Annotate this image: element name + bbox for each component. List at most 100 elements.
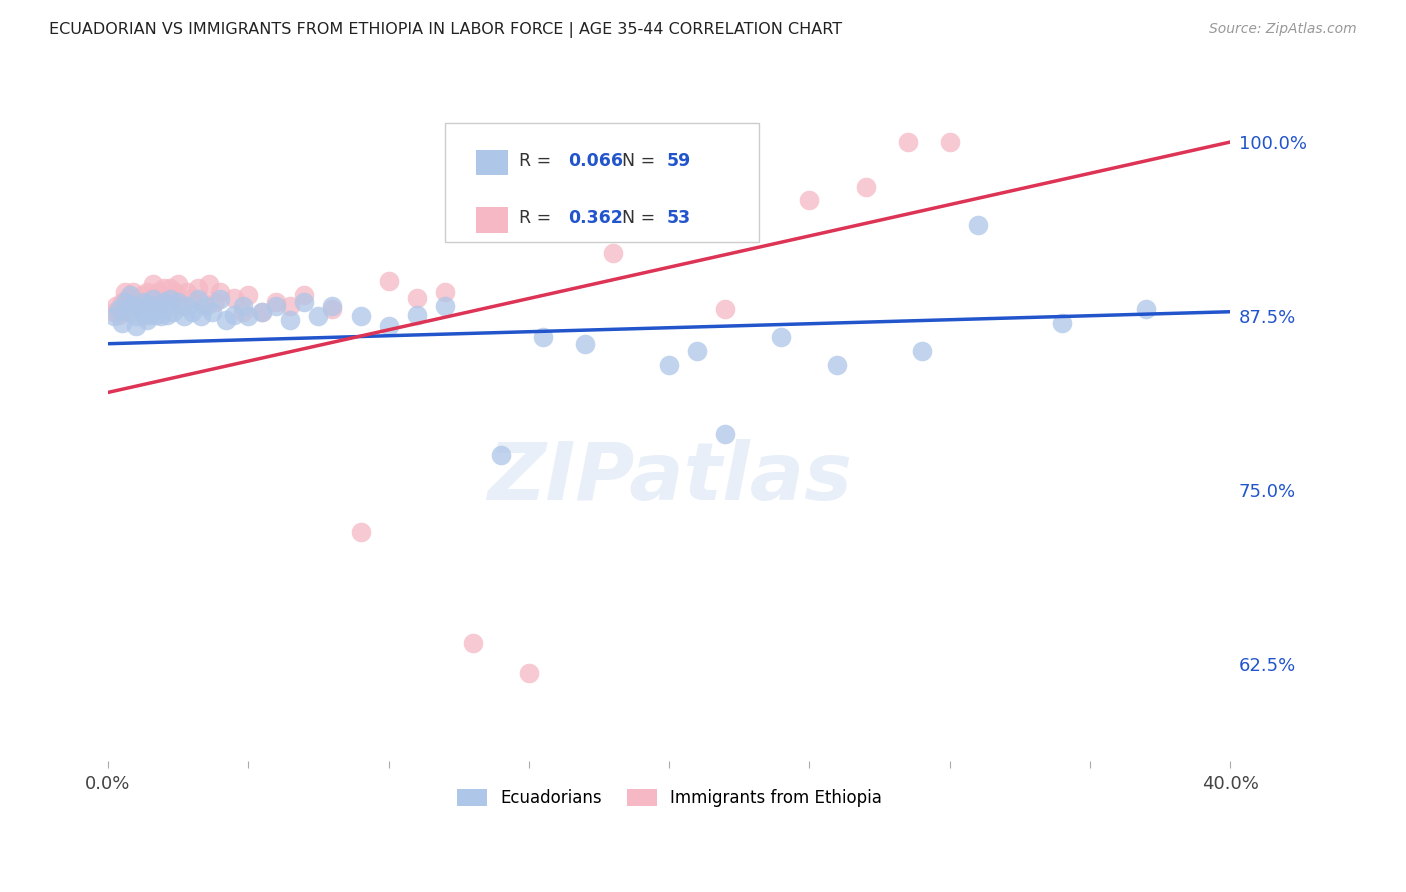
Point [145, 299, 167, 313]
FancyBboxPatch shape [444, 123, 759, 242]
Point [122, 298, 145, 312]
Point [232, 299, 254, 313]
Text: 53: 53 [666, 209, 690, 227]
Text: Source: ZipAtlas.com: Source: ZipAtlas.com [1209, 22, 1357, 37]
Point [209, 285, 232, 300]
Point [153, 281, 176, 295]
Point [349, 309, 371, 323]
Point [111, 316, 134, 330]
Point [114, 295, 136, 310]
Point [855, 179, 877, 194]
Point [128, 299, 150, 313]
Point [224, 291, 246, 305]
Point [103, 304, 125, 318]
Point [238, 288, 260, 302]
Point [156, 299, 179, 313]
Point [405, 291, 427, 305]
Text: 0.362: 0.362 [568, 209, 623, 227]
Point [167, 277, 190, 291]
Text: R =: R = [519, 209, 557, 227]
Point [131, 288, 153, 302]
Text: 0.066: 0.066 [568, 152, 623, 169]
Point [232, 304, 254, 318]
Point [195, 299, 218, 313]
Point [148, 301, 170, 316]
Point [136, 285, 159, 300]
Point [602, 246, 624, 260]
Text: ZIPatlas: ZIPatlas [486, 439, 852, 516]
Point [117, 304, 139, 318]
Text: N =: N = [621, 209, 661, 227]
FancyBboxPatch shape [477, 150, 508, 176]
Point [148, 285, 170, 300]
Point [134, 295, 156, 310]
Point [156, 308, 179, 322]
Point [150, 291, 173, 305]
Point [204, 295, 226, 310]
Point [142, 292, 165, 306]
Point [159, 292, 181, 306]
Point [108, 308, 131, 322]
Point [131, 304, 153, 318]
Point [252, 304, 274, 318]
Text: ECUADORIAN VS IMMIGRANTS FROM ETHIOPIA IN LABOR FORCE | AGE 35-44 CORRELATION CH: ECUADORIAN VS IMMIGRANTS FROM ETHIOPIA I… [49, 22, 842, 38]
Point [103, 309, 125, 323]
Point [167, 295, 190, 310]
Point [292, 295, 315, 310]
Point [292, 288, 315, 302]
Point [105, 299, 128, 313]
Point [827, 358, 849, 372]
Point [911, 343, 934, 358]
Point [280, 313, 302, 327]
Point [252, 304, 274, 318]
Point [307, 309, 329, 323]
Point [405, 308, 427, 322]
Point [117, 291, 139, 305]
Point [433, 285, 456, 300]
Point [136, 313, 159, 327]
Point [162, 304, 184, 318]
Point [770, 330, 793, 344]
Point [114, 285, 136, 300]
Point [201, 304, 224, 318]
Point [176, 285, 198, 300]
Point [517, 666, 540, 681]
Point [125, 318, 148, 333]
Point [897, 135, 920, 149]
Point [686, 343, 709, 358]
Point [170, 299, 193, 313]
Point [190, 309, 212, 323]
Point [209, 292, 232, 306]
Point [433, 299, 456, 313]
Point [187, 281, 209, 295]
Point [108, 301, 131, 316]
Point [1050, 316, 1073, 330]
Point [215, 313, 238, 327]
Point [714, 301, 737, 316]
Point [193, 295, 215, 310]
Point [461, 636, 484, 650]
Point [377, 274, 399, 288]
Point [224, 308, 246, 322]
Point [153, 295, 176, 310]
Point [145, 308, 167, 322]
Text: R =: R = [519, 152, 557, 169]
Point [165, 285, 187, 300]
Point [150, 309, 173, 323]
Text: 59: 59 [666, 152, 692, 169]
Point [134, 295, 156, 310]
Point [714, 427, 737, 442]
Point [139, 298, 162, 312]
Point [658, 358, 681, 372]
Point [159, 281, 181, 295]
Point [938, 135, 960, 149]
Point [280, 299, 302, 313]
Point [120, 304, 142, 318]
Point [966, 219, 988, 233]
Text: N =: N = [621, 152, 661, 169]
Point [1135, 301, 1157, 316]
Point [266, 299, 288, 313]
Point [799, 194, 821, 208]
Point [181, 291, 204, 305]
Point [120, 288, 142, 302]
